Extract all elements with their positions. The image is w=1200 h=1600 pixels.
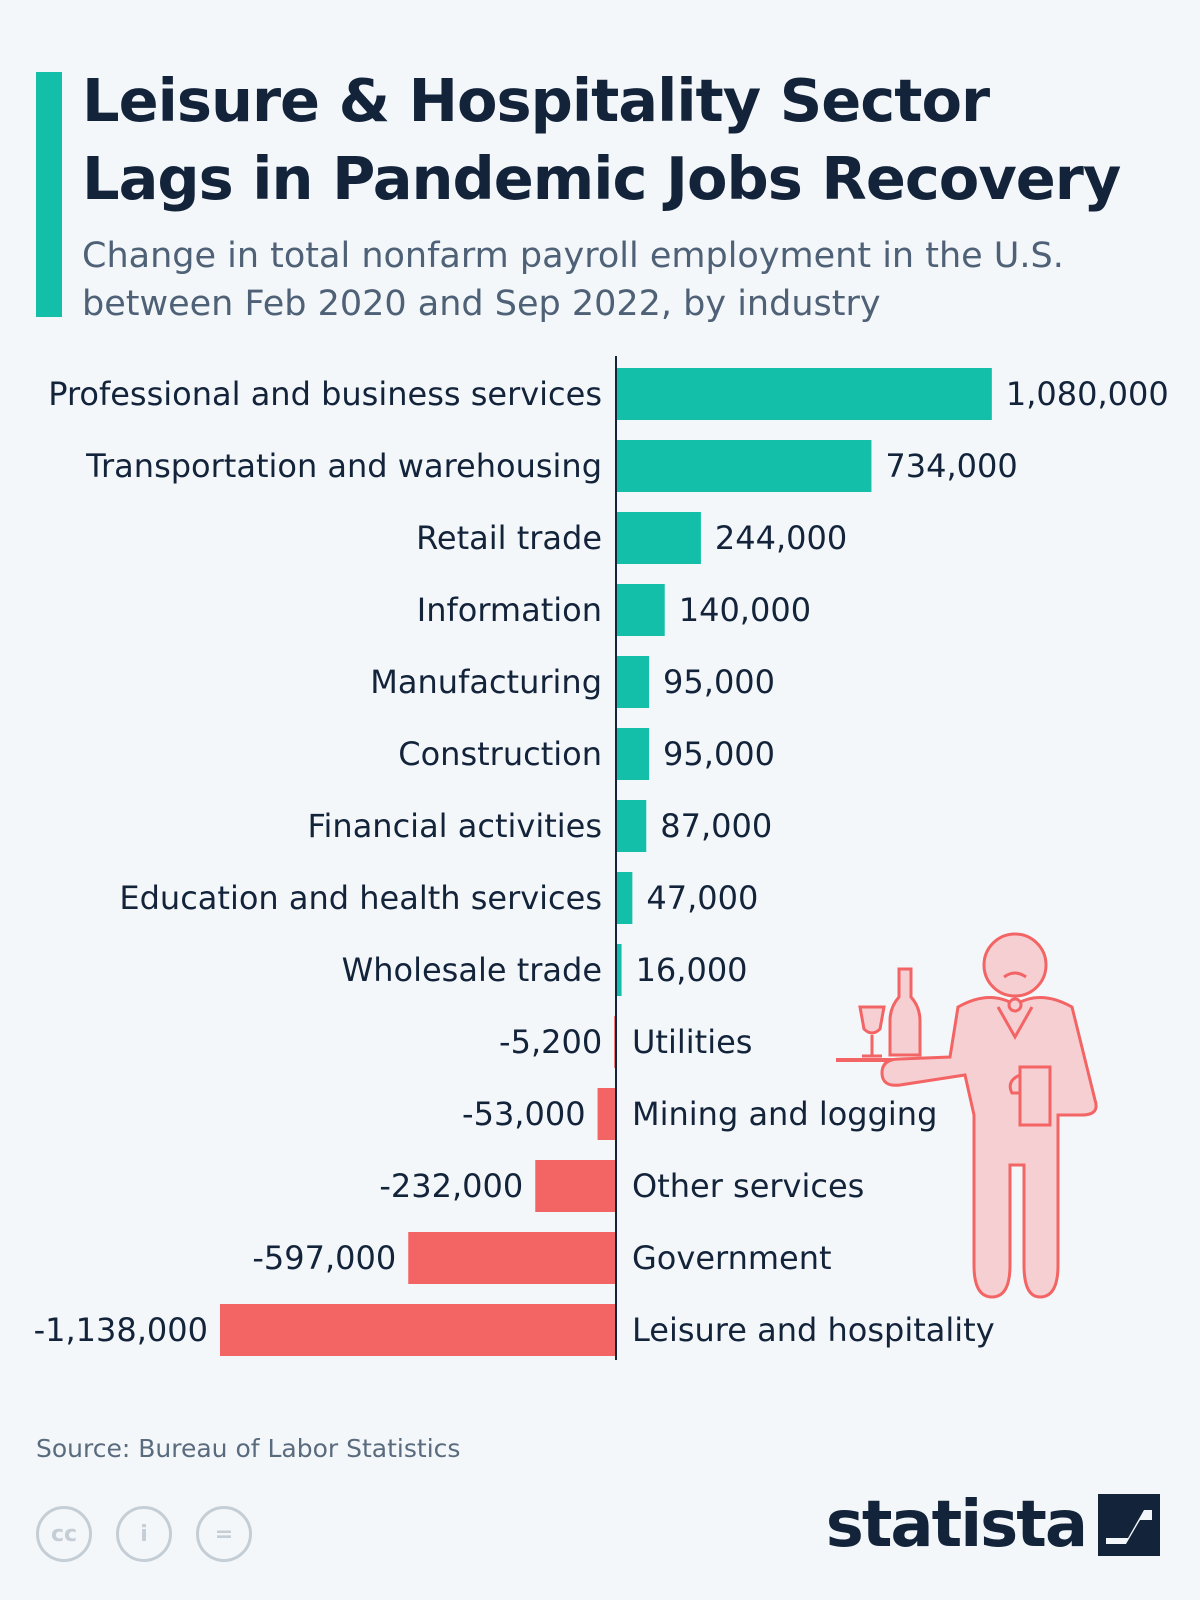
category-label: Other services bbox=[632, 1167, 864, 1205]
value-label: 47,000 bbox=[646, 879, 758, 917]
page-title: Leisure & Hospitality Sector Lags in Pan… bbox=[82, 62, 1182, 218]
value-label: 1,080,000 bbox=[1006, 375, 1169, 413]
title-line-1: Leisure & Hospitality Sector bbox=[82, 66, 990, 135]
subtitle-line-2: between Feb 2020 and Sep 2022, by indust… bbox=[82, 284, 881, 324]
bar bbox=[616, 584, 665, 636]
waiter-icon bbox=[836, 932, 1098, 1299]
statista-logo[interactable]: statista bbox=[826, 1488, 1160, 1562]
value-label: 734,000 bbox=[885, 447, 1017, 485]
category-label: Professional and business services bbox=[48, 375, 602, 413]
license-icons: cc i = bbox=[36, 1506, 252, 1562]
value-label: -232,000 bbox=[379, 1167, 523, 1205]
category-label: Education and health services bbox=[119, 879, 602, 917]
value-label: 87,000 bbox=[660, 807, 772, 845]
category-label: Manufacturing bbox=[370, 663, 602, 701]
nd-icon[interactable]: = bbox=[196, 1506, 252, 1562]
bars-group: Professional and business services 1,080,… bbox=[34, 368, 1169, 1356]
category-label: Construction bbox=[398, 735, 602, 773]
cc-icon[interactable]: cc bbox=[36, 1506, 92, 1562]
category-label: Retail trade bbox=[416, 519, 602, 557]
bar bbox=[616, 440, 872, 492]
bar bbox=[616, 368, 992, 420]
title-accent-bar bbox=[36, 72, 62, 317]
category-label: Information bbox=[417, 591, 602, 629]
bar bbox=[616, 800, 647, 852]
value-label: 244,000 bbox=[715, 519, 847, 557]
bar bbox=[616, 944, 622, 996]
bar bbox=[616, 872, 633, 924]
bar bbox=[597, 1088, 616, 1140]
bar-chart: Professional and business services 1,080,… bbox=[34, 356, 1169, 1360]
value-label: 95,000 bbox=[663, 663, 775, 701]
category-label: Leisure and hospitality bbox=[632, 1311, 995, 1349]
value-label: -1,138,000 bbox=[34, 1311, 208, 1349]
category-label: Government bbox=[632, 1239, 832, 1277]
value-label: -597,000 bbox=[252, 1239, 396, 1277]
value-label: 95,000 bbox=[663, 735, 775, 773]
title-line-2: Lags in Pandemic Jobs Recovery bbox=[82, 144, 1121, 213]
category-label: Wholesale trade bbox=[342, 951, 602, 989]
source-note: Source: Bureau of Labor Statistics bbox=[36, 1434, 461, 1463]
value-label: 140,000 bbox=[679, 591, 811, 629]
bar bbox=[535, 1160, 616, 1212]
value-label: 16,000 bbox=[636, 951, 748, 989]
bar bbox=[219, 1304, 616, 1356]
bar bbox=[408, 1232, 616, 1284]
bar bbox=[616, 512, 701, 564]
category-label: Transportation and warehousing bbox=[85, 447, 602, 485]
statista-mark-icon bbox=[1098, 1494, 1160, 1556]
brand-name: statista bbox=[825, 1488, 1088, 1562]
category-label: Mining and logging bbox=[632, 1095, 937, 1133]
page-subtitle: Change in total nonfarm payroll employme… bbox=[82, 232, 1182, 328]
value-label: -5,200 bbox=[499, 1023, 602, 1061]
category-label: Utilities bbox=[632, 1023, 752, 1061]
by-icon[interactable]: i bbox=[116, 1506, 172, 1562]
value-label: -53,000 bbox=[462, 1095, 586, 1133]
category-label: Financial activities bbox=[307, 807, 602, 845]
bar bbox=[616, 728, 650, 780]
bar bbox=[616, 656, 650, 708]
subtitle-line-1: Change in total nonfarm payroll employme… bbox=[82, 236, 1064, 276]
